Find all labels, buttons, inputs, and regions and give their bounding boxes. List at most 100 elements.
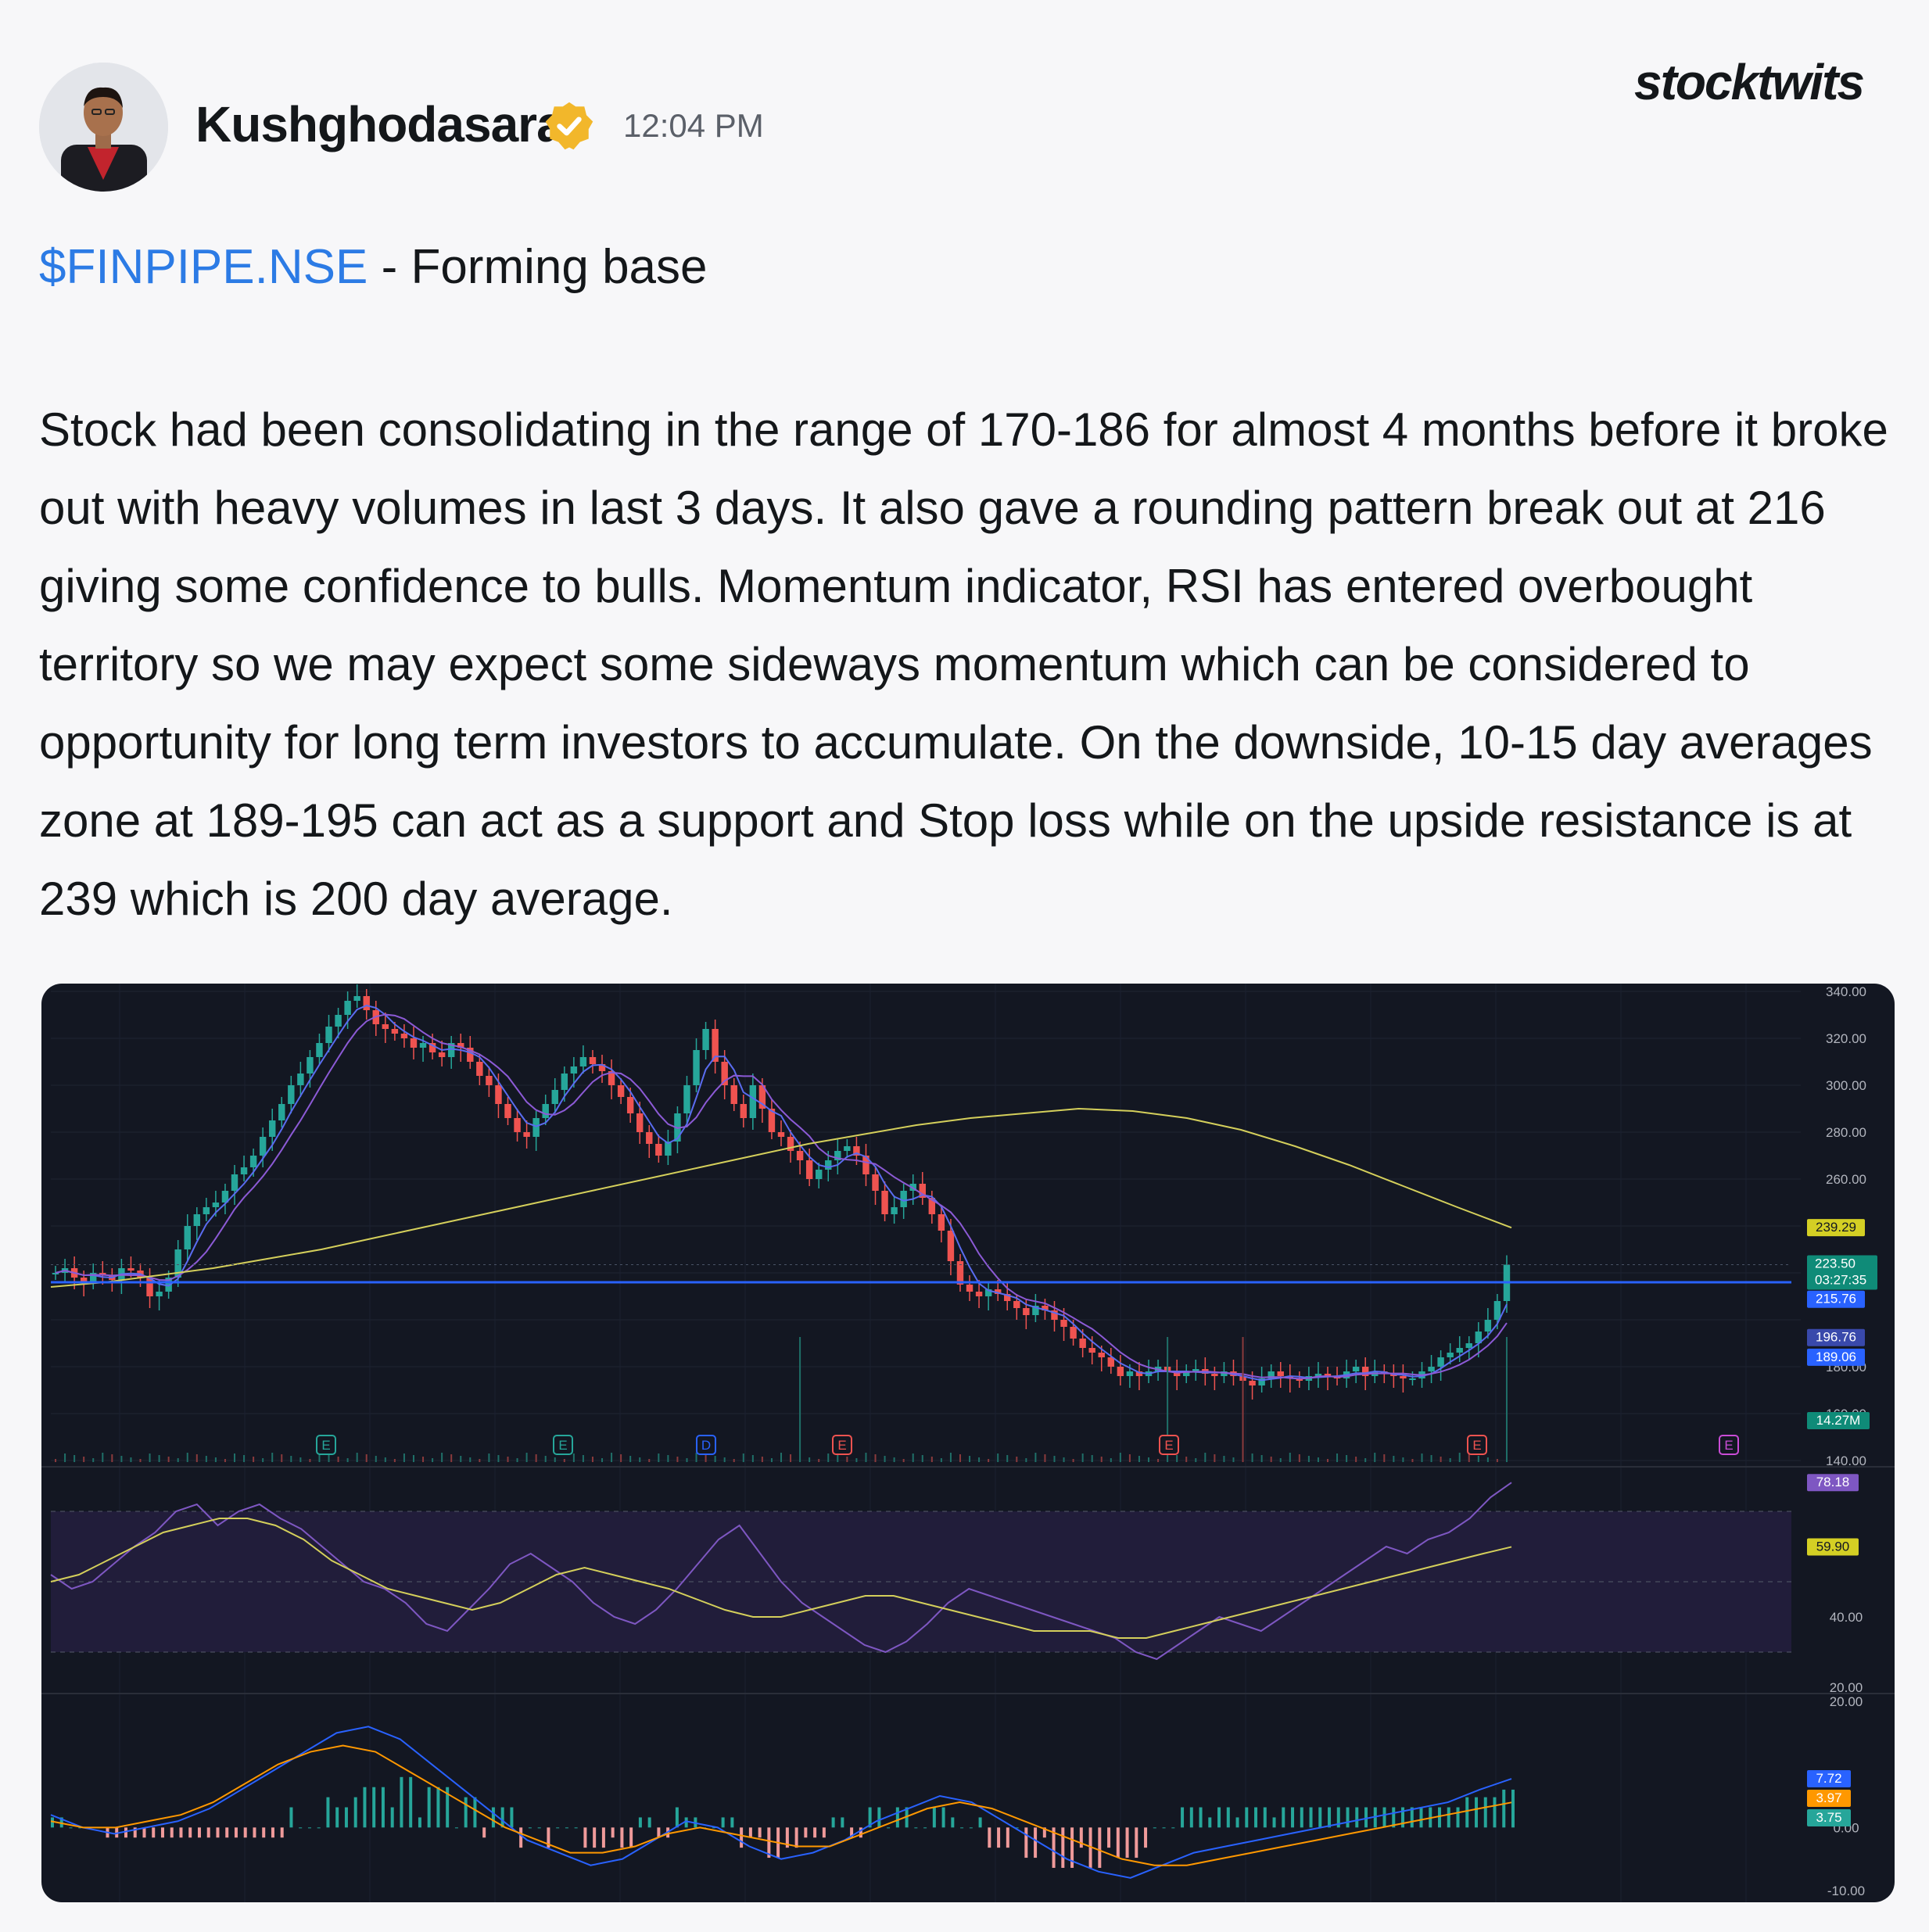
macd-histogram-bar bbox=[565, 1827, 568, 1829]
macd-histogram-bar bbox=[932, 1807, 936, 1828]
volume-bar bbox=[393, 1459, 396, 1462]
macd-histogram-bar bbox=[197, 1827, 201, 1838]
candle-body bbox=[740, 1104, 748, 1118]
ticker-link[interactable]: $FINPIPE.NSE bbox=[39, 240, 368, 294]
macd-histogram-bar bbox=[620, 1827, 624, 1848]
macd-histogram-bar bbox=[647, 1817, 651, 1828]
volume-bar bbox=[525, 1453, 528, 1462]
volume-bar bbox=[988, 1459, 990, 1462]
stock-chart-image[interactable]: E E D E E E E 340.00 320.00 300.00 280.00 260.00 180… bbox=[41, 984, 1895, 1902]
macd-histogram-bar bbox=[601, 1827, 605, 1848]
volume-bar bbox=[1157, 1459, 1160, 1462]
candle-body bbox=[1107, 1357, 1115, 1367]
macd-histogram-bar bbox=[390, 1807, 394, 1828]
macd-histogram-bar bbox=[436, 1787, 440, 1828]
macd-histogram-bar bbox=[547, 1827, 550, 1848]
volume-bar bbox=[1496, 1459, 1498, 1462]
macd-histogram-bar bbox=[1309, 1807, 1313, 1828]
macd-histogram-bar bbox=[454, 1827, 458, 1829]
volume-bar bbox=[790, 1454, 792, 1462]
username[interactable]: Kushghodasara bbox=[195, 96, 565, 152]
ma-a-value-tag bbox=[1807, 1290, 1865, 1308]
volume-bar bbox=[1505, 1337, 1508, 1462]
volume-bar bbox=[488, 1453, 490, 1462]
volume-bar bbox=[1346, 1455, 1348, 1462]
volume-bar bbox=[799, 1337, 801, 1462]
macd-histogram-bar bbox=[1511, 1789, 1515, 1828]
macd-histogram-bar bbox=[1144, 1827, 1148, 1848]
macd-histogram-bar bbox=[1291, 1807, 1295, 1828]
macd-histogram-bar bbox=[1447, 1807, 1450, 1828]
candle-body bbox=[1493, 1301, 1501, 1320]
volume-bar bbox=[884, 1456, 886, 1462]
rsi-value-tag bbox=[1807, 1474, 1859, 1492]
signal-line bbox=[50, 1744, 1512, 1866]
candle-body bbox=[249, 1156, 257, 1167]
volume-bar bbox=[1393, 1456, 1395, 1462]
volume-bar bbox=[705, 1454, 707, 1462]
candle-body bbox=[1484, 1320, 1492, 1332]
candle-body bbox=[1117, 1367, 1124, 1376]
volume-bar bbox=[1034, 1453, 1037, 1462]
candle-body bbox=[598, 1064, 606, 1071]
volume-bar bbox=[224, 1459, 226, 1462]
volume-bar bbox=[978, 1457, 981, 1462]
macd-histogram-bar bbox=[969, 1827, 973, 1829]
candle-body bbox=[184, 1226, 191, 1249]
volume-bar bbox=[214, 1457, 217, 1462]
rsi-band bbox=[51, 1511, 1791, 1652]
macd-histogram-bar bbox=[473, 1797, 477, 1828]
volume-bar bbox=[1176, 1455, 1178, 1462]
volume-bar bbox=[1270, 1457, 1272, 1462]
volume-bar bbox=[177, 1458, 179, 1462]
volume-bar bbox=[695, 1453, 697, 1462]
candle-body bbox=[514, 1118, 521, 1132]
candle-body bbox=[947, 1231, 955, 1261]
candle-body bbox=[1079, 1339, 1086, 1348]
volume-value-tag bbox=[1807, 1412, 1870, 1429]
macd-histogram-bar bbox=[841, 1817, 844, 1828]
volume-bar bbox=[318, 1453, 321, 1462]
ma200-value-tag bbox=[1807, 1219, 1865, 1237]
candle-body bbox=[636, 1113, 644, 1132]
ma-short-line-2 bbox=[55, 1013, 1508, 1380]
event-marker-label: D bbox=[701, 1438, 711, 1453]
candle-body bbox=[467, 1048, 474, 1062]
macd-histogram-bar bbox=[216, 1827, 220, 1838]
volume-bar bbox=[1298, 1454, 1300, 1462]
candle-body bbox=[777, 1132, 785, 1137]
volume-bar bbox=[780, 1453, 782, 1462]
event-marker bbox=[1719, 1435, 1739, 1455]
candle-body bbox=[288, 1085, 295, 1104]
volume-bar bbox=[959, 1454, 961, 1462]
candle-body bbox=[316, 1043, 323, 1057]
volume-bar bbox=[1364, 1458, 1367, 1462]
candle-body bbox=[787, 1137, 794, 1151]
volume-bar bbox=[384, 1457, 386, 1462]
candle-body bbox=[240, 1167, 248, 1174]
rsi-ma-value-tag bbox=[1807, 1538, 1859, 1556]
volume-bar bbox=[1468, 1454, 1470, 1462]
price-axis-tick: 340.00 bbox=[1826, 984, 1866, 999]
user-avatar[interactable] bbox=[39, 63, 168, 192]
macd-histogram-bar bbox=[418, 1817, 421, 1828]
volume-bar bbox=[205, 1456, 207, 1462]
macd-histogram-bar bbox=[1263, 1807, 1267, 1828]
candle-body bbox=[325, 1027, 332, 1043]
candle-body bbox=[410, 1038, 418, 1048]
candle-body bbox=[617, 1085, 625, 1097]
volume-bar bbox=[1355, 1457, 1357, 1462]
macd-histogram-bar bbox=[1006, 1827, 1009, 1848]
volume-bar bbox=[507, 1457, 509, 1462]
candle-body bbox=[438, 1052, 446, 1057]
macd-histogram-bar bbox=[344, 1807, 348, 1828]
volume-bar bbox=[1411, 1459, 1414, 1462]
macd-histogram-bar bbox=[657, 1827, 661, 1838]
volume-bar bbox=[893, 1457, 895, 1462]
volume-bar bbox=[751, 1455, 754, 1462]
volume-bar bbox=[441, 1453, 443, 1462]
macd-histogram-bar bbox=[1088, 1827, 1092, 1868]
price-countdown-label: 03:27:35 bbox=[1815, 1273, 1866, 1288]
volume-bar bbox=[591, 1457, 593, 1462]
volume-bar bbox=[1402, 1457, 1404, 1462]
